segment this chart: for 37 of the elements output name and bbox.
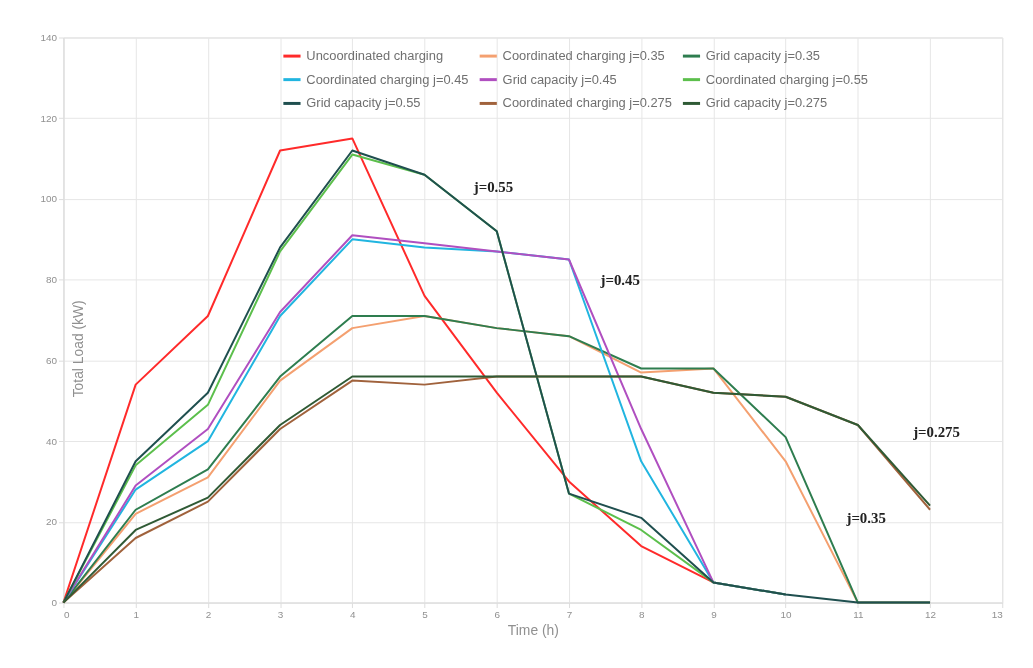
x-tick-label: 10 — [780, 608, 793, 620]
x-axis-title: Time (h) — [507, 621, 559, 638]
annotation: j=0.45 — [599, 272, 640, 289]
x-tick-label: 1 — [133, 608, 140, 620]
legend-label: Grid capacity j=0.35 — [705, 48, 821, 64]
x-tick-label: 7 — [566, 608, 573, 620]
y-tick-label: 80 — [45, 274, 58, 286]
x-tick-label: 12 — [925, 608, 937, 620]
legend-label: Grid capacity j=0.45 — [502, 71, 617, 87]
legend-label: Grid capacity j=0.55 — [306, 95, 421, 111]
x-tick-label: 9 — [711, 608, 718, 620]
y-tick-label: 40 — [45, 435, 58, 447]
y-tick-label: 0 — [51, 597, 58, 609]
x-tick-label: 3 — [277, 608, 284, 620]
y-tick-label: 120 — [40, 112, 58, 124]
y-tick-label: 140 — [40, 31, 58, 43]
annotation: j=0.55 — [472, 179, 514, 196]
x-tick-label: 11 — [853, 608, 864, 620]
legend-label: Coordinated charging j=0.275 — [502, 95, 672, 111]
y-axis-title: Total Load (kW) — [69, 300, 86, 398]
x-tick-label: 13 — [991, 608, 1004, 620]
x-tick-label: 4 — [350, 608, 357, 620]
x-tick-label: 8 — [638, 608, 645, 620]
y-tick-label: 20 — [45, 516, 58, 528]
annotation: j=0.35 — [845, 509, 886, 526]
x-tick-label: 5 — [422, 608, 429, 620]
legend-label: Uncoordinated charging — [306, 48, 444, 64]
legend-label: Coordinated charging j=0.35 — [502, 48, 665, 64]
x-tick-label: 0 — [63, 608, 70, 620]
x-tick-label: 6 — [494, 608, 501, 620]
legend-label: Grid capacity j=0.275 — [705, 95, 828, 111]
x-tick-label: 2 — [205, 608, 212, 620]
legend-label: Coordinated charging j=0.45 — [306, 71, 469, 87]
legend-label: Coordinated charging j=0.55 — [705, 71, 868, 87]
y-tick-label: 100 — [40, 193, 58, 205]
annotation: j=0.275 — [912, 423, 960, 440]
y-tick-label: 60 — [45, 354, 58, 366]
